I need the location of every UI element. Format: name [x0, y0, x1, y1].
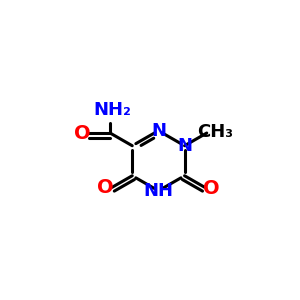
Text: N: N: [151, 122, 166, 140]
Text: CH₃: CH₃: [198, 123, 234, 141]
Text: N: N: [177, 137, 192, 155]
Text: O: O: [97, 178, 114, 197]
Text: NH₂: NH₂: [94, 101, 131, 119]
Text: O: O: [203, 179, 220, 198]
Text: NH: NH: [143, 182, 173, 200]
Text: O: O: [74, 124, 91, 142]
